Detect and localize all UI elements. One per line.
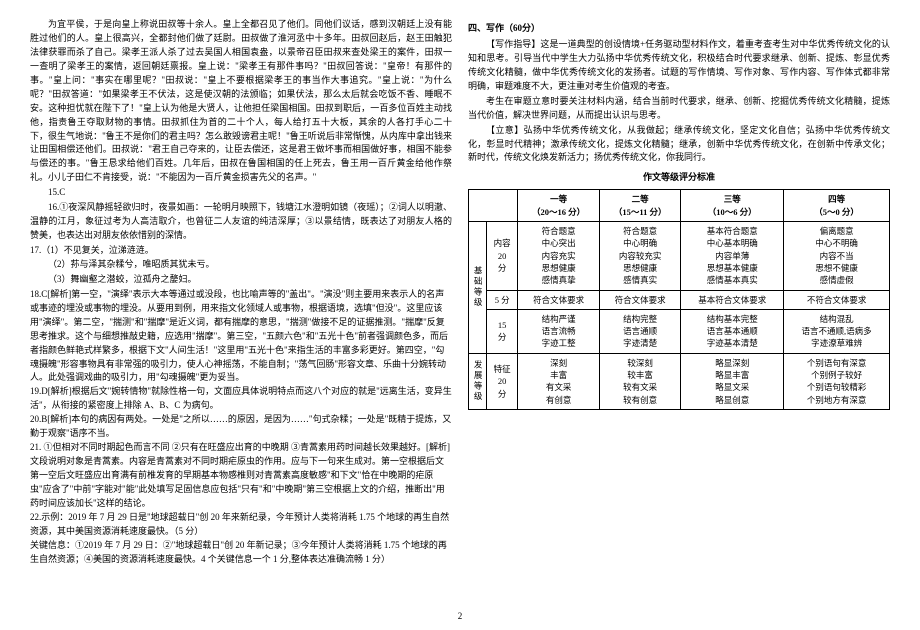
- r1c1: 符合题意中心突出内容充实思想健康感情真挚: [518, 221, 600, 290]
- r3-label: 特征20分: [487, 353, 518, 409]
- para-5: （2）荪与泽其杂糅兮，唯昭质其犹未亏。: [30, 258, 452, 272]
- r2b-label: 15分: [487, 309, 518, 353]
- para-2: 15.C: [30, 186, 452, 200]
- r1c3: 基本符合题意中心基本明确内容单薄思想基本健康感情基本真实: [681, 221, 784, 290]
- r2ac3: 基本符合文体要求: [681, 290, 784, 309]
- r1c2: 符合题意中心明确内容较充实思想健康感情真实: [600, 221, 681, 290]
- r2ac4: 不符合文体要求: [784, 290, 890, 309]
- h1: 一等（20～16 分）: [518, 190, 600, 222]
- para-8: 19.D[解析]根据后文"婉转情物"就除性格一句，文面应具体说明特点而这八个对应…: [30, 385, 452, 413]
- group2: 发展等级: [469, 353, 487, 409]
- para-4: 17.（1）不见复关，泣涕涟涟。: [30, 244, 452, 258]
- r2bc2: 结构完整语言通顺字迹清楚: [600, 309, 681, 353]
- para-10: 21. ①但相对不同时期起色而言不同 ②只有在旺盛应出育的中晚期 ③青蒿素用药时…: [30, 441, 452, 511]
- r2ac1: 符合文体要求: [518, 290, 600, 309]
- section-title: 四、写作（60分）: [468, 22, 890, 36]
- group1: 基础等级: [469, 221, 487, 353]
- row-2a: 5 分 符合文体要求 符合文体要求 基本符合文体要求 不符合文体要求: [469, 290, 890, 309]
- para-9: 20.B[解析]本句的病因有两处。一处是"之所以……的原因，是因为……"句式杂糅…: [30, 413, 452, 441]
- header-row: 一等（20～16 分） 二等（15～11 分） 三等（10～6 分） 四等（5～…: [469, 190, 890, 222]
- h-blank: [469, 190, 518, 222]
- page-number: 2: [458, 610, 463, 624]
- h4: 四等（5～0 分）: [784, 190, 890, 222]
- row-dev: 发展等级 特征20分 深刻丰富有文采有创意 较深刻较丰富较有文采较有创意 略显深…: [469, 353, 890, 409]
- r2ac2: 符合文体要求: [600, 290, 681, 309]
- left-column: 为宜平侯，于是向皇上称说田叔等十余人。皇上全都召见了他们。同他们议话，感到汉朝廷…: [22, 18, 460, 620]
- para-11: 22.示例：2019 年 7 月 29 日是"地球超载日"创 20 年来新纪录，…: [30, 511, 452, 539]
- r2bc3: 结构基本完整语言基本通顺字迹基本清楚: [681, 309, 784, 353]
- r3c3: 略显深刻略显丰富略显文采略显创意: [681, 353, 784, 409]
- r-para-3: 【立意】弘扬中华优秀传统文化，从我做起；继承传统文化，坚定文化自信；弘扬中华优秀…: [468, 124, 890, 166]
- r2bc4: 结构混乱语言不通顺,语病多字迹潦草难辨: [784, 309, 890, 353]
- r1c4: 偏离题意中心不明确内容不当思想不健康感情虚假: [784, 221, 890, 290]
- h3: 三等（10～6 分）: [681, 190, 784, 222]
- r3c1: 深刻丰富有文采有创意: [518, 353, 600, 409]
- para-12: 关键信息：①2019 年 7 月 29 日：②"地球超载日"创 20 年新记录；…: [30, 539, 452, 567]
- para-6: （3）舞幽壑之潜蛟，泣孤舟之嫠妇。: [30, 273, 452, 287]
- row-2b: 15分 结构严谨语言流畅字迹工整 结构完整语言通顺字迹清楚 结构基本完整语言基本…: [469, 309, 890, 353]
- r3c2: 较深刻较丰富较有文采较有创意: [600, 353, 681, 409]
- r1-label: 内容20分: [487, 221, 518, 290]
- para-7: 18.C[解析]第一空，"演绎"表示大本等通过或没段，也比喻声等的"盖出"。"演…: [30, 288, 452, 386]
- r2bc1: 结构严谨语言流畅字迹工整: [518, 309, 600, 353]
- r3c4: 个别语句有深意个别例子较好个别语句较精彩个别地方有深意: [784, 353, 890, 409]
- r-para-1: 【写作指导】这是一道典型的创设情境+任务驱动型材料作文，着重考查考生对中华优秀传…: [468, 38, 890, 94]
- r-para-2: 考生在审题立意时要关注材料内涵，结合当前时代要求，继承、创新、挖掘优秀传统文化精…: [468, 95, 890, 123]
- para-3: 16.①夜深风静摇轻欲归时，夜景如画：一轮明月映照下，钱塘江水澄明如镜（夜瑶）；…: [30, 201, 452, 243]
- table-title: 作文等级评分标准: [468, 171, 890, 185]
- row-content: 基础等级 内容20分 符合题意中心突出内容充实思想健康感情真挚 符合题意中心明确…: [469, 221, 890, 290]
- right-column: 四、写作（60分） 【写作指导】这是一道典型的创设情境+任务驱动型材料作文，着重…: [460, 18, 898, 620]
- para-1: 为宜平侯，于是向皇上称说田叔等十余人。皇上全都召见了他们。同他们议话，感到汉朝廷…: [30, 18, 452, 185]
- rubric-table: 一等（20～16 分） 二等（15～11 分） 三等（10～6 分） 四等（5～…: [468, 189, 890, 410]
- r2a-label: 5 分: [487, 290, 518, 309]
- h2: 二等（15～11 分）: [600, 190, 681, 222]
